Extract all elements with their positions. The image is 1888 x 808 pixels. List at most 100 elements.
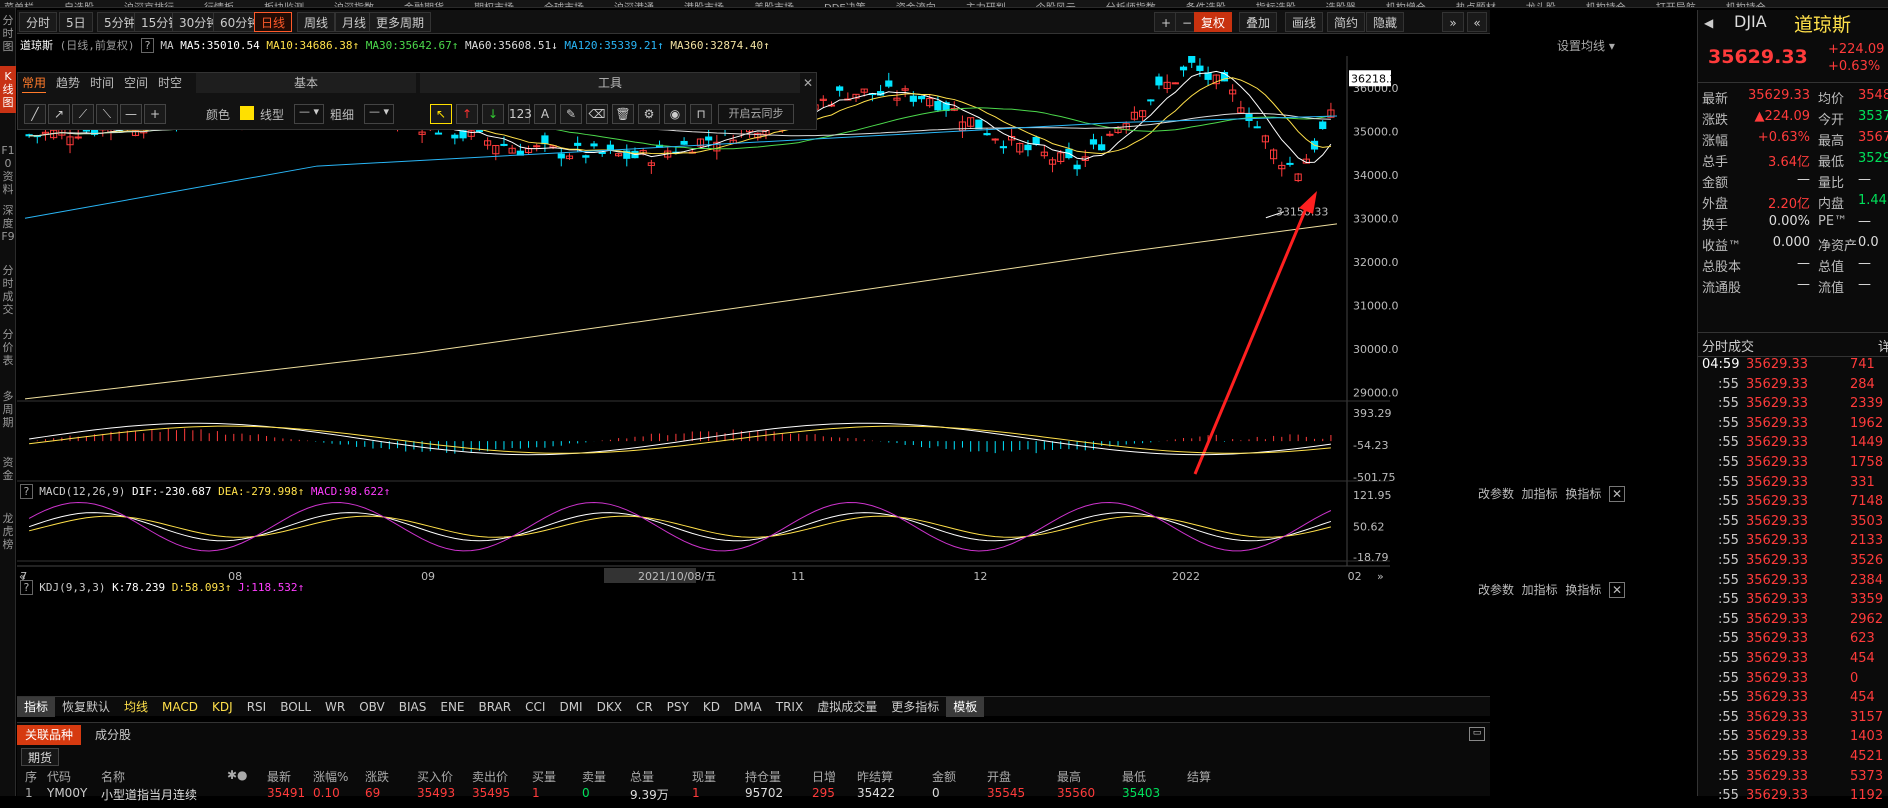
table-header[interactable]: 卖量 (582, 770, 607, 784)
table-header[interactable]: 开盘 (987, 770, 1012, 784)
indicator-tab[interactable]: MACD (162, 700, 199, 714)
left-tab[interactable]: 分时成交 (2, 264, 14, 316)
indicator-tab[interactable]: CCI (525, 700, 546, 714)
indicator-tab[interactable]: ENE (440, 700, 465, 714)
segment-icon[interactable]: ⟋ (72, 104, 94, 124)
indicator-tab[interactable]: CR (635, 700, 653, 714)
top-menu-item[interactable]: 资金流向 (892, 4, 936, 8)
indicator-tab[interactable]: BOLL (280, 700, 312, 714)
indicator-tab[interactable]: 指标 (17, 697, 56, 717)
top-menu-item[interactable]: 选股器 (1322, 4, 1356, 8)
text-icon[interactable]: A (534, 104, 556, 124)
indicator-tab[interactable]: PSY (666, 700, 689, 714)
kdj-params-button[interactable]: 改参数 (1478, 583, 1515, 597)
ma-settings-button[interactable]: 设置均线 ▾ (1557, 37, 1615, 54)
table-header[interactable]: 现量 (692, 770, 717, 784)
table-header[interactable]: 总量 (630, 770, 655, 784)
table-header[interactable]: 涨跌 (365, 770, 390, 784)
top-menu-item[interactable]: 期权市场 (470, 4, 514, 8)
parallel-icon[interactable]: ⟍ (96, 104, 118, 124)
help-icon[interactable]: ? (141, 38, 154, 53)
top-menu-item[interactable]: 龙头股 (1522, 4, 1556, 8)
tool-tab[interactable]: 时空 (158, 76, 183, 90)
table-header[interactable]: 结算 (1187, 770, 1212, 784)
table-header[interactable]: 买入价 (417, 770, 454, 784)
top-menu-item[interactable]: 机构增仓 (1382, 4, 1426, 8)
table-header[interactable]: 名称 (101, 770, 126, 784)
period-tab[interactable]: 5分钟 (97, 12, 143, 32)
top-menu-item[interactable]: 沪深港通 (610, 4, 654, 8)
indicator-tab[interactable]: TRIX (775, 700, 804, 714)
top-menu-item[interactable]: 金融期货 (400, 4, 444, 8)
hide-button[interactable]: 隐藏 (1366, 12, 1405, 32)
indicator-tab[interactable]: DMA (733, 700, 762, 714)
chevron-right-icon[interactable]: » (1442, 12, 1464, 32)
cloud-sync-button[interactable]: 开启云同步 (718, 104, 794, 124)
top-menu-item[interactable]: 菜单栏 (0, 4, 34, 8)
indicator-tab[interactable]: 恢复默认 (62, 700, 111, 714)
table-header[interactable]: 代码 (47, 770, 72, 784)
draw-line-button[interactable]: 画线 (1285, 12, 1324, 32)
left-tab[interactable]: F10资料 (1, 144, 15, 196)
table-header[interactable]: 买量 (532, 770, 557, 784)
top-menu-item[interactable]: 沪深指数 (330, 4, 374, 8)
horizontal-line-icon[interactable]: — (120, 104, 142, 124)
tool-tab[interactable]: 常用 (22, 73, 47, 93)
indicator-tab[interactable]: DMI (559, 700, 583, 714)
panel-toggle-icon[interactable]: ▭ (1469, 727, 1485, 741)
top-menu-item[interactable]: 行情板 (200, 4, 234, 8)
period-tab[interactable]: 30分钟 (172, 12, 226, 32)
pen-icon[interactable]: ✎ (560, 104, 582, 124)
color-swatch[interactable] (240, 106, 254, 120)
indicator-tab[interactable]: OBV (359, 700, 385, 714)
simple-button[interactable]: 简约 (1327, 12, 1366, 32)
period-tab[interactable]: 5日 (59, 12, 93, 32)
macd-add-button[interactable]: 加指标 (1521, 487, 1558, 501)
chevron-left-icon[interactable]: « (1467, 12, 1487, 32)
top-menu-item[interactable]: 条件选股 (1182, 4, 1226, 8)
top-menu-item[interactable]: 机构持仓 (1582, 4, 1626, 8)
adjust-mode[interactable]: (日线,前复权) (59, 39, 135, 52)
kdj-swap-button[interactable]: 换指标 (1565, 583, 1602, 597)
top-menu-item[interactable]: 板块监测 (260, 4, 304, 8)
sort-icon[interactable]: ✱● (227, 768, 248, 782)
indicator-tab[interactable]: KD (702, 700, 720, 714)
top-menu-item[interactable]: 沪深京排行 (120, 4, 174, 8)
bottom-tab[interactable]: 关联品种 (17, 725, 82, 745)
indicator-tab[interactable]: BRAR (478, 700, 512, 714)
table-header[interactable]: 金额 (932, 770, 957, 784)
lock-icon[interactable]: ⊓ (690, 104, 712, 124)
left-tab[interactable]: K线图 (0, 66, 16, 113)
bottom-tab[interactable]: 成分股 (95, 728, 132, 742)
period-tab[interactable]: 周线 (297, 12, 336, 32)
left-tab[interactable]: 分时图 (2, 14, 14, 53)
cursor-icon[interactable]: ↖ (430, 104, 452, 124)
top-menu-item[interactable]: 分析师指数 (1102, 4, 1156, 8)
macd-params-button[interactable]: 改参数 (1478, 487, 1515, 501)
top-menu-item[interactable]: 机构持仓 (1722, 4, 1766, 8)
cross-icon[interactable]: + (144, 104, 166, 124)
menu-icon[interactable]: ◀ (1704, 16, 1714, 30)
up-arrow-tool-icon[interactable]: ↑ (456, 104, 478, 124)
kdj-add-button[interactable]: 加指标 (1521, 583, 1558, 597)
tool-tab[interactable]: 时间 (90, 76, 115, 90)
number-icon[interactable]: 123 (508, 104, 532, 124)
indicator-tab[interactable]: BIAS (398, 700, 427, 714)
overlay-button[interactable]: 叠加 (1239, 12, 1278, 32)
table-header[interactable]: 序 (25, 770, 38, 784)
table-header[interactable]: 最新 (267, 770, 292, 784)
period-tab[interactable]: 更多周期 (369, 12, 432, 32)
top-menu-item[interactable]: DDE决策 (820, 4, 866, 8)
left-tab[interactable]: 深度F9 (1, 204, 15, 243)
table-header[interactable]: 卖出价 (472, 770, 509, 784)
indicator-tab[interactable]: KDJ (212, 700, 233, 714)
period-tab[interactable]: 月线 (335, 12, 374, 32)
help-icon[interactable]: ? (20, 580, 33, 595)
eye-icon[interactable]: ◉ (664, 104, 686, 124)
table-header[interactable]: 涨幅% (313, 770, 349, 784)
indicator-tab[interactable]: DKX (596, 700, 622, 714)
left-tab[interactable]: 龙虎榜 (2, 512, 14, 551)
indicator-tab[interactable]: WR (325, 700, 346, 714)
indicator-tab[interactable]: RSI (246, 700, 267, 714)
top-menu-item[interactable]: 热点题材 (1452, 4, 1496, 8)
